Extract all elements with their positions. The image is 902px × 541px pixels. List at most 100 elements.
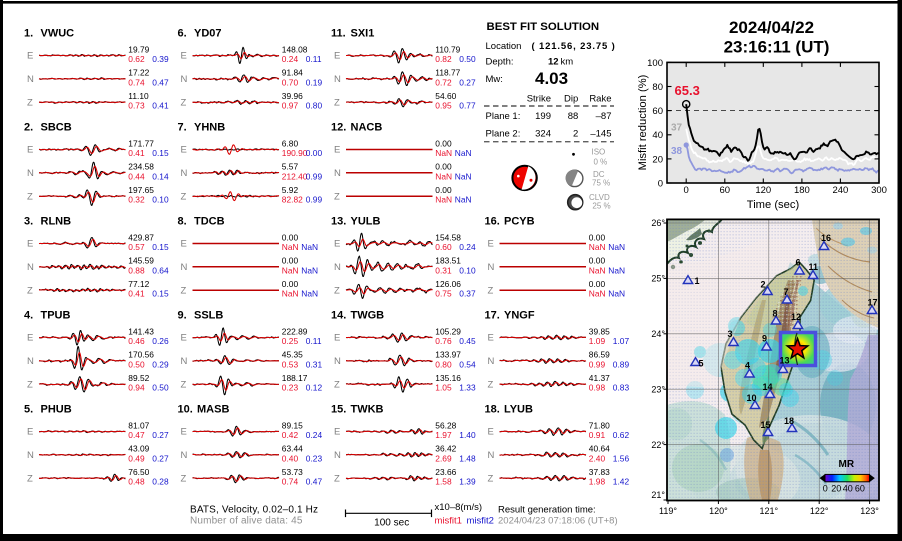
svg-text:120: 120 <box>755 185 771 196</box>
svg-text:YHNB: YHNB <box>194 121 225 133</box>
svg-text:0.00: 0.00 <box>589 279 606 289</box>
svg-text:NaN: NaN <box>589 265 606 275</box>
svg-text:0.31: 0.31 <box>306 359 323 369</box>
svg-text:Z: Z <box>334 379 340 390</box>
svg-text:0.32: 0.32 <box>128 195 145 205</box>
svg-text:11.: 11. <box>331 27 346 39</box>
svg-text:1.07: 1.07 <box>613 336 630 346</box>
svg-text:0.88: 0.88 <box>128 265 145 275</box>
svg-text:NaN: NaN <box>608 242 625 252</box>
svg-text:0.11: 0.11 <box>306 54 322 64</box>
svg-text:0.74: 0.74 <box>128 77 145 87</box>
svg-text:0.53: 0.53 <box>282 359 299 369</box>
svg-text:199: 199 <box>535 111 551 122</box>
svg-text:123°: 123° <box>860 506 879 516</box>
svg-text:1: 1 <box>695 276 700 286</box>
svg-text:0.23: 0.23 <box>306 453 323 463</box>
svg-text:56.28: 56.28 <box>435 420 456 430</box>
svg-text:0.37: 0.37 <box>459 289 476 299</box>
svg-text:Plane 2:: Plane 2: <box>486 129 521 140</box>
svg-text:E: E <box>488 239 494 250</box>
svg-text:Z: Z <box>27 191 33 202</box>
svg-text:0.11: 0.11 <box>306 336 322 346</box>
svg-text:0.00: 0.00 <box>435 138 452 148</box>
svg-text:E: E <box>27 427 33 438</box>
svg-text:0.41: 0.41 <box>152 101 169 111</box>
svg-text:88: 88 <box>568 111 579 122</box>
svg-text:TWGB: TWGB <box>351 309 385 321</box>
svg-text:NaN: NaN <box>435 148 452 158</box>
svg-text:NaN: NaN <box>301 242 318 252</box>
svg-text:Depth:: Depth: <box>486 57 514 68</box>
svg-text:Strike: Strike <box>527 94 551 105</box>
svg-text:53.73: 53.73 <box>282 467 303 477</box>
svg-text:N: N <box>488 356 495 367</box>
svg-text:0.31: 0.31 <box>435 265 452 275</box>
svg-text:Z: Z <box>27 97 33 108</box>
svg-text:6: 6 <box>796 258 801 268</box>
svg-text:17: 17 <box>868 298 878 308</box>
svg-text:0.00: 0.00 <box>282 256 299 266</box>
svg-text:0: 0 <box>684 185 689 196</box>
svg-text:N: N <box>27 450 34 461</box>
svg-text:N: N <box>181 74 188 85</box>
svg-text:18.: 18. <box>485 403 500 415</box>
svg-text:Z: Z <box>334 473 340 484</box>
svg-text:N: N <box>488 262 495 273</box>
svg-text:120°: 120° <box>709 506 728 516</box>
svg-text:2024/04/23 07:18:06 (UT+8): 2024/04/23 07:18:06 (UT+8) <box>498 516 618 527</box>
svg-text:0.97: 0.97 <box>282 101 299 111</box>
svg-text:5.: 5. <box>24 403 33 415</box>
svg-text:BEST FIT SOLUTION: BEST FIT SOLUTION <box>487 21 600 33</box>
svg-text:0.24: 0.24 <box>459 242 476 252</box>
svg-text:NaN: NaN <box>608 289 625 299</box>
svg-text:37.83: 37.83 <box>589 467 610 477</box>
svg-text:76.50: 76.50 <box>128 467 149 477</box>
svg-text:NaN: NaN <box>301 289 318 299</box>
svg-text:Plane 1:: Plane 1: <box>486 111 521 122</box>
svg-text:N: N <box>181 356 188 367</box>
svg-text:Z: Z <box>334 97 340 108</box>
svg-text:Z: Z <box>181 97 187 108</box>
svg-text:YNGF: YNGF <box>504 309 535 321</box>
svg-text:0.00: 0.00 <box>589 232 606 242</box>
svg-text:0.50: 0.50 <box>459 54 476 64</box>
svg-text:misfit1: misfit1 <box>435 516 462 527</box>
svg-text:197.65: 197.65 <box>128 185 154 195</box>
svg-text:171.77: 171.77 <box>128 138 154 148</box>
svg-text:Z: Z <box>181 191 187 202</box>
svg-text:0.73: 0.73 <box>128 101 145 111</box>
svg-text:24°: 24° <box>651 329 665 339</box>
svg-text:0.15: 0.15 <box>152 289 169 299</box>
svg-text:0.70: 0.70 <box>282 77 299 87</box>
svg-text:40.64: 40.64 <box>589 444 610 454</box>
svg-text:38: 38 <box>671 146 683 157</box>
svg-text:17.22: 17.22 <box>128 68 149 78</box>
svg-text:4.: 4. <box>24 309 33 321</box>
svg-text:21°: 21° <box>651 490 665 500</box>
svg-text:5: 5 <box>699 359 704 369</box>
svg-text:121°: 121° <box>759 506 778 516</box>
svg-text:N: N <box>27 262 34 273</box>
svg-text:0.77: 0.77 <box>459 101 476 111</box>
svg-text:39.96: 39.96 <box>282 91 303 101</box>
svg-text:145.59: 145.59 <box>128 256 154 266</box>
svg-text:Z: Z <box>27 473 33 484</box>
svg-text:80: 80 <box>652 82 663 93</box>
svg-text:TWKB: TWKB <box>351 403 384 415</box>
svg-text:89.52: 89.52 <box>128 373 149 383</box>
svg-text:Time (sec): Time (sec) <box>747 199 800 211</box>
svg-text:212.40: 212.40 <box>282 171 308 181</box>
svg-text:YULB: YULB <box>351 215 381 227</box>
svg-text:119°: 119° <box>659 506 677 516</box>
svg-text:4.03: 4.03 <box>535 69 568 88</box>
svg-text:BATS, Velocity, 0.02–0.1 Hz: BATS, Velocity, 0.02–0.1 Hz <box>190 505 318 516</box>
svg-text:1.97: 1.97 <box>435 430 452 440</box>
svg-text:0.49: 0.49 <box>128 453 145 463</box>
svg-text:110.79: 110.79 <box>435 44 460 54</box>
svg-text:N: N <box>334 356 341 367</box>
svg-text:0.54: 0.54 <box>459 359 476 369</box>
svg-text:16: 16 <box>821 233 831 243</box>
svg-text:TDCB: TDCB <box>194 215 225 227</box>
svg-text:25 %: 25 % <box>592 201 610 210</box>
